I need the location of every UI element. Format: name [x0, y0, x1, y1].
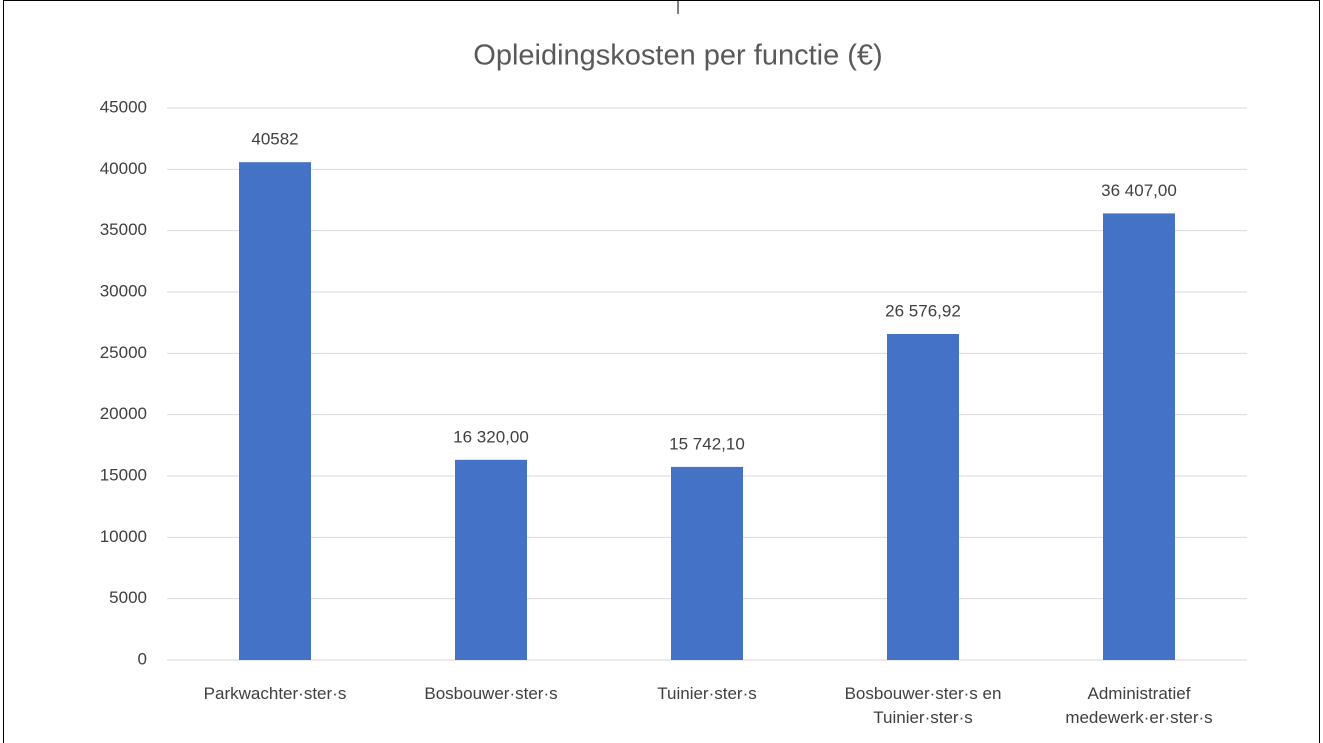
y-tick-label: 10000 [100, 527, 147, 546]
y-tick-label: 35000 [100, 220, 147, 239]
bar [455, 459, 527, 660]
data-label: 26 576,92 [885, 301, 961, 320]
x-tick-label: Tuinier·ster·s [657, 684, 757, 703]
y-tick-label: 40000 [100, 159, 147, 178]
bar [887, 333, 959, 660]
data-label: 40582 [251, 130, 298, 149]
chart-border [3, 0, 1320, 743]
data-label: 16 320,00 [453, 427, 529, 446]
y-tick-label: 20000 [100, 404, 147, 423]
y-tick-label: 5000 [109, 588, 147, 607]
data-label: 15 742,10 [669, 434, 745, 453]
x-tick-label: Parkwachter·ster·s [203, 684, 347, 703]
bar [239, 162, 311, 660]
y-tick-label: 30000 [100, 281, 147, 300]
x-tick-label: Administratief medewerk·er·ster·s [1065, 684, 1213, 727]
bar [671, 466, 743, 660]
y-tick-label: 0 [138, 649, 147, 668]
bar [1103, 213, 1175, 660]
y-tick-label: 15000 [100, 465, 147, 484]
y-tick-label: 25000 [100, 343, 147, 362]
chart-title: Opleidingskosten per functie (€) [473, 40, 882, 72]
data-label: 36 407,00 [1101, 181, 1177, 200]
x-tick-label: Bosbouwer·ster·s en Tuinier·ster·s [844, 684, 1002, 727]
x-tick-label: Bosbouwer·ster·s [424, 684, 558, 703]
y-tick-label: 45000 [100, 97, 147, 116]
